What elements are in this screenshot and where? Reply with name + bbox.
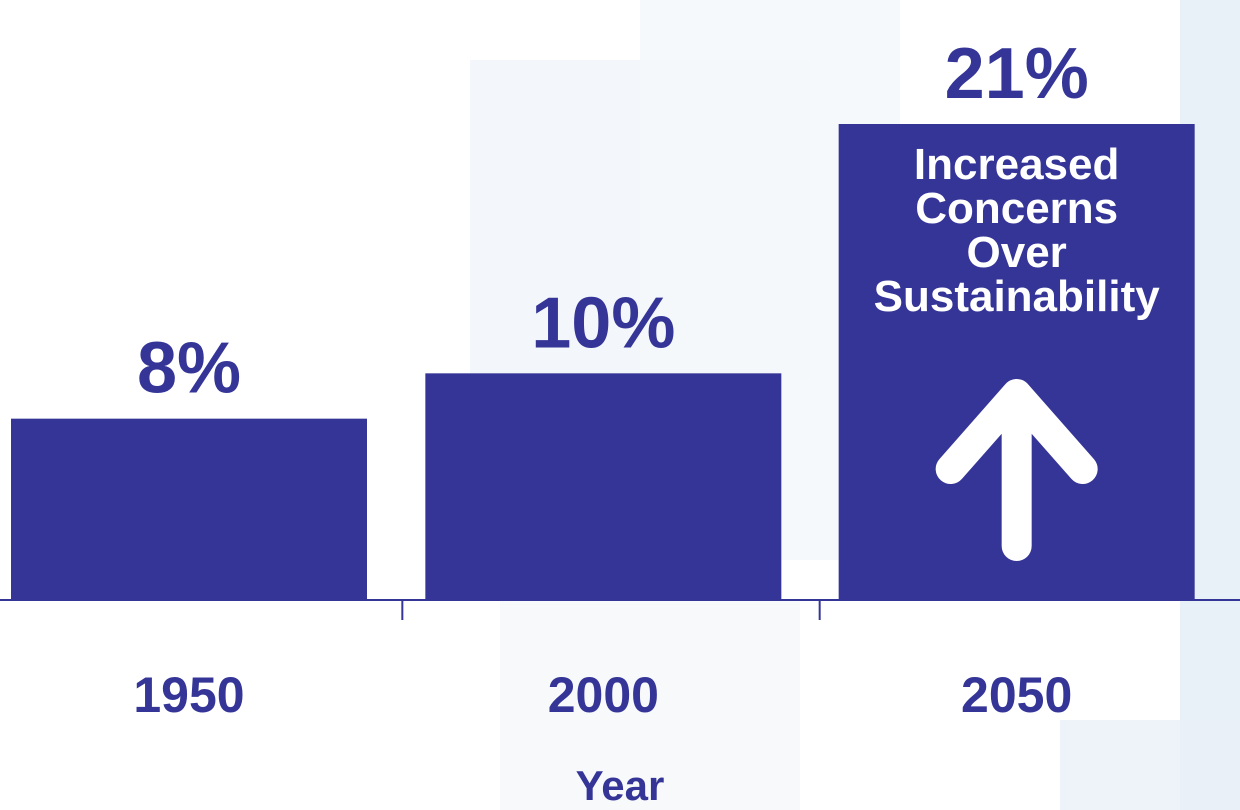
tick-label-2000: 2000 xyxy=(548,667,659,723)
bars-group xyxy=(11,124,1195,600)
up-arrow-icon xyxy=(935,379,1098,561)
x-axis xyxy=(0,599,1240,620)
annotation-line: Over xyxy=(967,228,1067,277)
annotation-line: Increased xyxy=(914,140,1119,189)
tick-label-1950: 1950 xyxy=(133,667,244,723)
bar-2000 xyxy=(425,373,782,600)
annotation-line: Concerns xyxy=(915,184,1118,233)
annotation-line: Sustainability xyxy=(874,272,1161,321)
value-label-2000: 10% xyxy=(531,283,675,363)
value-label-2050: 21% xyxy=(945,34,1089,114)
value-label-1950: 8% xyxy=(137,329,241,409)
bar-1950 xyxy=(11,418,367,600)
tick-label-2050: 2050 xyxy=(961,667,1072,723)
x-tick-labels: 1950 2000 2050 xyxy=(133,667,1072,723)
x-axis-title: Year xyxy=(576,762,665,809)
value-labels-group: 8% 10% 21% xyxy=(137,34,1089,409)
